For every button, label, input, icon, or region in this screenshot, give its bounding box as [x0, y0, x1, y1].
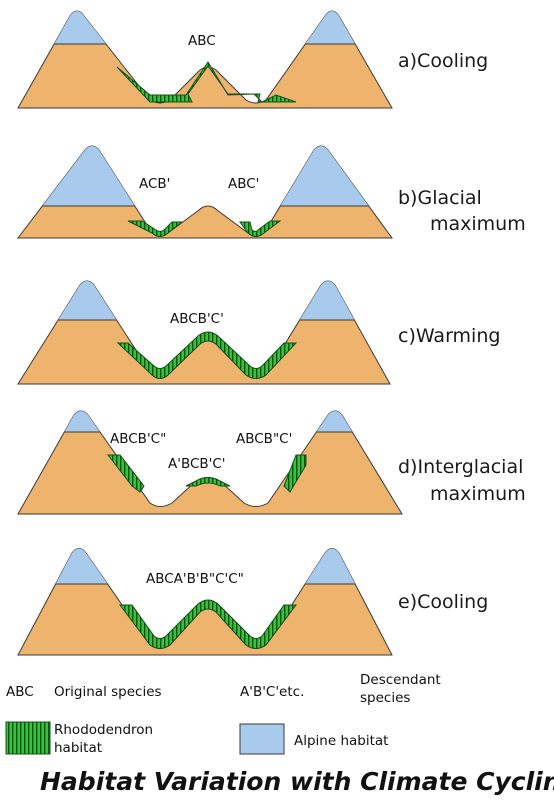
- species-label: ABCB'C": [110, 431, 166, 447]
- rhododendron-habitat: [116, 61, 297, 103]
- panel-label: b)Glacial: [398, 187, 482, 209]
- panel-label: c)Warming: [398, 325, 500, 347]
- legend: ABC Original species A'B'C'etc. Descenda…: [5, 672, 441, 756]
- legend-descendant-text: Descendant: [360, 672, 441, 688]
- alpine-habitat-right: [240, 146, 392, 206]
- species-label: ABCB'C': [170, 311, 224, 327]
- alpine-swatch: [239, 723, 285, 755]
- species-label: ACB': [139, 176, 170, 192]
- alpine-habitat-left: [18, 11, 140, 44]
- species-label: ABCB"C': [236, 431, 292, 447]
- legend-rhododendron-text: Rhododendron: [54, 722, 153, 738]
- panel-label: d)Interglacial: [398, 456, 523, 478]
- alpine-habitat-left: [18, 281, 160, 320]
- legend-rhododendron-text: habitat: [54, 740, 102, 756]
- legend-descendant-text: species: [360, 690, 410, 706]
- alpine-habitat-right: [260, 11, 392, 44]
- rhododendron-habitat: [119, 599, 297, 649]
- panel-label: maximum: [430, 483, 526, 505]
- alpine-habitat-right: [260, 281, 390, 320]
- panel-label: maximum: [430, 213, 526, 235]
- rhododendron-habitat: [127, 220, 184, 237]
- alpine-habitat-left: [18, 411, 160, 432]
- rhododendron-habitat: [283, 454, 307, 493]
- diagram-title: Habitat Variation with Climate Cycling: [40, 767, 554, 796]
- legend-original-code: ABC: [6, 684, 34, 700]
- species-label: ABC': [228, 176, 259, 192]
- rhododendron-habitat: [106, 454, 145, 493]
- panel-a-cooling: ABC a)Cooling: [17, 10, 488, 109]
- species-label: ABC: [188, 33, 216, 49]
- alpine-habitat-right: [260, 411, 402, 432]
- species-label: A'BCB'C': [168, 456, 226, 472]
- legend-descendant-code: A'B'C'etc.: [240, 684, 304, 700]
- panel-d-interglacial-maximum: ABCB'C" A'BCB'C' ABCB"C' d)Interglacial …: [17, 410, 526, 515]
- panel-label: e)Cooling: [398, 591, 488, 613]
- legend-original-text: Original species: [54, 684, 162, 700]
- panel-c-warming: ABCB'C' c)Warming: [17, 280, 500, 385]
- alpine-habitat-left: [18, 146, 180, 206]
- rhododendron-habitat: [116, 331, 298, 379]
- rhododendron-habitat: [185, 477, 231, 487]
- alpine-habitat-left: [18, 548, 160, 584]
- panel-e-cooling: ABCA'B'B"C'C" e)Cooling: [17, 548, 488, 656]
- panel-label: a)Cooling: [398, 50, 488, 72]
- rhododendron-habitat: [239, 220, 282, 237]
- species-label: ABCA'B'B"C'C": [146, 571, 244, 587]
- alpine-habitat-right: [260, 548, 392, 584]
- rhododendron-swatch: [5, 721, 51, 755]
- legend-alpine-text: Alpine habitat: [294, 733, 388, 749]
